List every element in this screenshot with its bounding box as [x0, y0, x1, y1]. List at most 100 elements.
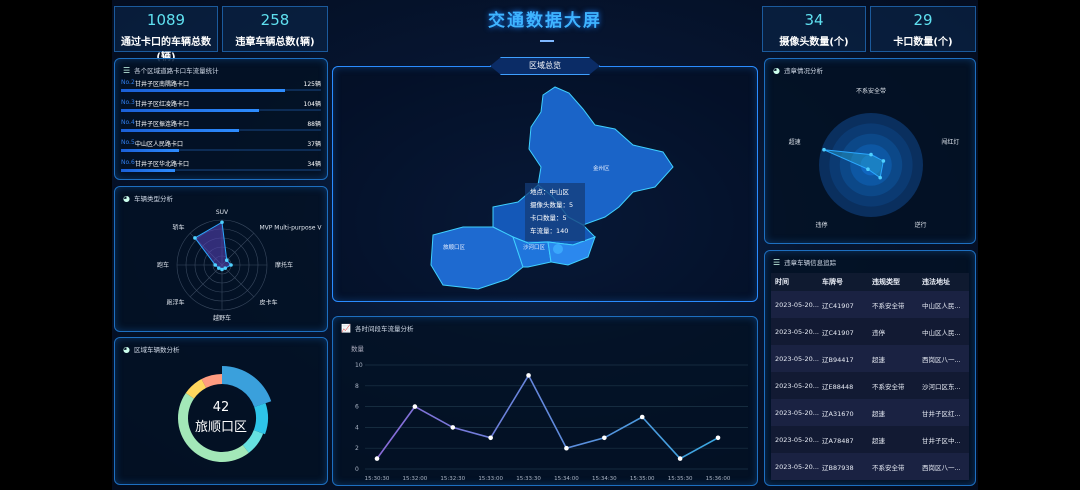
y-tick-label: 0 [355, 466, 359, 473]
table-cell: 辽C41907 [822, 328, 854, 337]
violation-panel: ◕ 违章情况分析 不系安全带 闯红灯 逆行 违停 超速 [764, 58, 976, 244]
radar-point [223, 266, 227, 270]
donut-center-label: 旅顺口区 [194, 420, 247, 435]
table-cell: 2023-05-20... [775, 408, 819, 417]
rank: No.3 [121, 99, 135, 106]
road-name: 中山区人民路卡口 [135, 141, 184, 148]
table-cell: 超速 [872, 355, 885, 364]
table-cell: 2023-05-20... [775, 462, 819, 471]
rank: No.5 [121, 139, 135, 146]
stat-label: 卡口数量(个) [893, 37, 953, 48]
tooltip-cameras: 摄像头数量：5 [530, 201, 574, 209]
tooltip-location: 地点：中山区 [530, 188, 569, 196]
stat-violations: 258 违章车辆总数(辆) [222, 6, 328, 52]
donut-segment [178, 393, 249, 462]
data-point [715, 435, 721, 441]
map-region-zhongshan[interactable] [547, 236, 596, 266]
stat-label: 违章车辆总数(辆) [235, 37, 315, 48]
radar-point [822, 147, 826, 152]
y-tick-label: 6 [355, 404, 359, 411]
radar-label: 跑浮车 [167, 298, 185, 306]
data-point [639, 414, 645, 420]
panel-title: 各个区域道路卡口车流量统计 [134, 67, 219, 75]
x-tick-label: 15:33:30 [516, 476, 541, 482]
stat-value: 1089 [146, 11, 186, 29]
road-value: 88辆 [307, 121, 321, 128]
progress-track [121, 109, 321, 112]
list-icon: ☰ [773, 257, 781, 267]
radar-point [220, 267, 224, 272]
traffic-line-chart: 0 2 4 6 8 10 15:30:30 15:32:00 15:32:30 15:33:00 1… [355, 362, 748, 482]
road-row: No.3 甘井子区红凌路卡口 104辆 [121, 99, 321, 117]
road-value: 125辆 [303, 81, 321, 88]
progress-track [121, 129, 321, 132]
radar-point [866, 167, 870, 172]
progress-fill [121, 109, 259, 112]
dashboard: 交通数据大屏 1089 通过卡口的车辆总数(辆) 258 违章车辆总数(辆) 34 摄… [112, 0, 978, 490]
table-row[interactable]: 2023-05-20... 辽C41907 不系安全带 中山区人民... [771, 291, 969, 318]
column-header: 车牌号 [822, 278, 843, 286]
road-value: 34辆 [307, 161, 321, 168]
panel-title: 车辆类型分析 [133, 195, 173, 203]
table-row[interactable]: 2023-05-20... 辽A78487 超速 甘井子区中... [771, 426, 969, 453]
region-vehicle-panel: ◕ 区域车辆数分析 42 旅顺口区 [114, 337, 328, 485]
radar-point [229, 263, 233, 267]
line-chart-icon: 📈 [341, 323, 351, 333]
radar-point [878, 175, 882, 180]
progress-track [121, 149, 321, 152]
radar-point [213, 263, 218, 267]
progress-fill [121, 89, 285, 92]
y-tick-label: 8 [355, 383, 359, 390]
data-point [488, 435, 493, 441]
y-tick-label: 10 [355, 362, 363, 369]
map-region-lvshunkou[interactable] [430, 226, 524, 290]
data-point [450, 425, 456, 430]
x-tick-label: 15:32:00 [403, 476, 428, 482]
x-tick-label: 15:35:00 [630, 476, 655, 482]
stat-label: 通过卡口的车辆总数(辆) [121, 37, 211, 63]
table-row[interactable]: 2023-05-20... 辽B87938 不系安全带 西岗区八一... [771, 453, 969, 480]
map-title: 区域总览 [529, 61, 561, 70]
table-cell: 不系安全带 [872, 463, 905, 472]
table-cell: 2023-05-20... [775, 435, 819, 444]
road-value: 37辆 [307, 141, 321, 148]
map-label-lvshunkou: 旅顺口区 [443, 243, 466, 251]
title-underline [540, 40, 554, 42]
data-point [602, 435, 607, 441]
donut-segment [185, 379, 207, 399]
x-tick-label: 15:33:00 [478, 476, 503, 482]
x-tick-label: 15:34:30 [592, 476, 617, 482]
stat-cameras: 34 摄像头数量(个) [762, 6, 866, 52]
table-row[interactable]: 2023-05-20... 辽B94417 超速 西岗区八一... [771, 345, 969, 372]
radar-point [881, 159, 886, 163]
stat-value: 34 [804, 11, 824, 29]
road-traffic-panel: ☰ 各个区域道路卡口车流量统计 No.2 甘井子区南隅路卡口 125辆 No.3 甘井子区… [114, 58, 328, 180]
column-header: 违法地址 [922, 278, 950, 286]
column-header: 时间 [775, 278, 789, 286]
radar-label: 皮卡车 [259, 298, 277, 306]
radar-label: MVP Multi-purpose V [259, 225, 322, 232]
radar-point [217, 266, 221, 270]
list-icon: ☰ [123, 65, 131, 75]
table-row[interactable]: 2023-05-20... 辽E88448 不系安全带 沙河口区东... [771, 372, 969, 399]
table-cell: 2023-05-20... [775, 300, 819, 309]
radar-axis [221, 264, 255, 298]
road-row: No.4 甘井子区振连路卡口 88辆 [121, 119, 321, 137]
vehicle-type-panel: ◕ 车辆类型分析 SUV MVP Multi-purpose V 摩托车 皮卡车 越野车 跑… [114, 186, 328, 332]
radar-label: 越野车 [213, 314, 231, 322]
progress-fill [121, 129, 239, 132]
panel-title: 违章车辆信息追踪 [784, 259, 837, 267]
table-cell: 辽E88448 [822, 382, 854, 391]
panel-title: 区域车辆数分析 [133, 346, 180, 354]
table-row[interactable]: 2023-05-20... 辽A31670 超速 甘井子区红... [771, 399, 969, 426]
radar-point [224, 258, 229, 263]
road-value: 104辆 [303, 101, 321, 108]
violation-tracking-panel: ☰ 违章车辆信息追踪 时间 车牌号 违规类型 违法地址 2023-05-20...… [764, 250, 976, 486]
table-cell: 辽A78487 [822, 436, 854, 445]
violation-table: 时间 车牌号 违规类型 违法地址 2023-05-20... 辽C41907 不系安… [771, 273, 969, 480]
radar-label: 摩托车 [275, 261, 293, 269]
map-marker[interactable] [553, 244, 563, 254]
progress-fill [121, 149, 179, 152]
table-row[interactable]: 2023-05-20... 辽C41907 违停 中山区人民... [771, 318, 969, 345]
